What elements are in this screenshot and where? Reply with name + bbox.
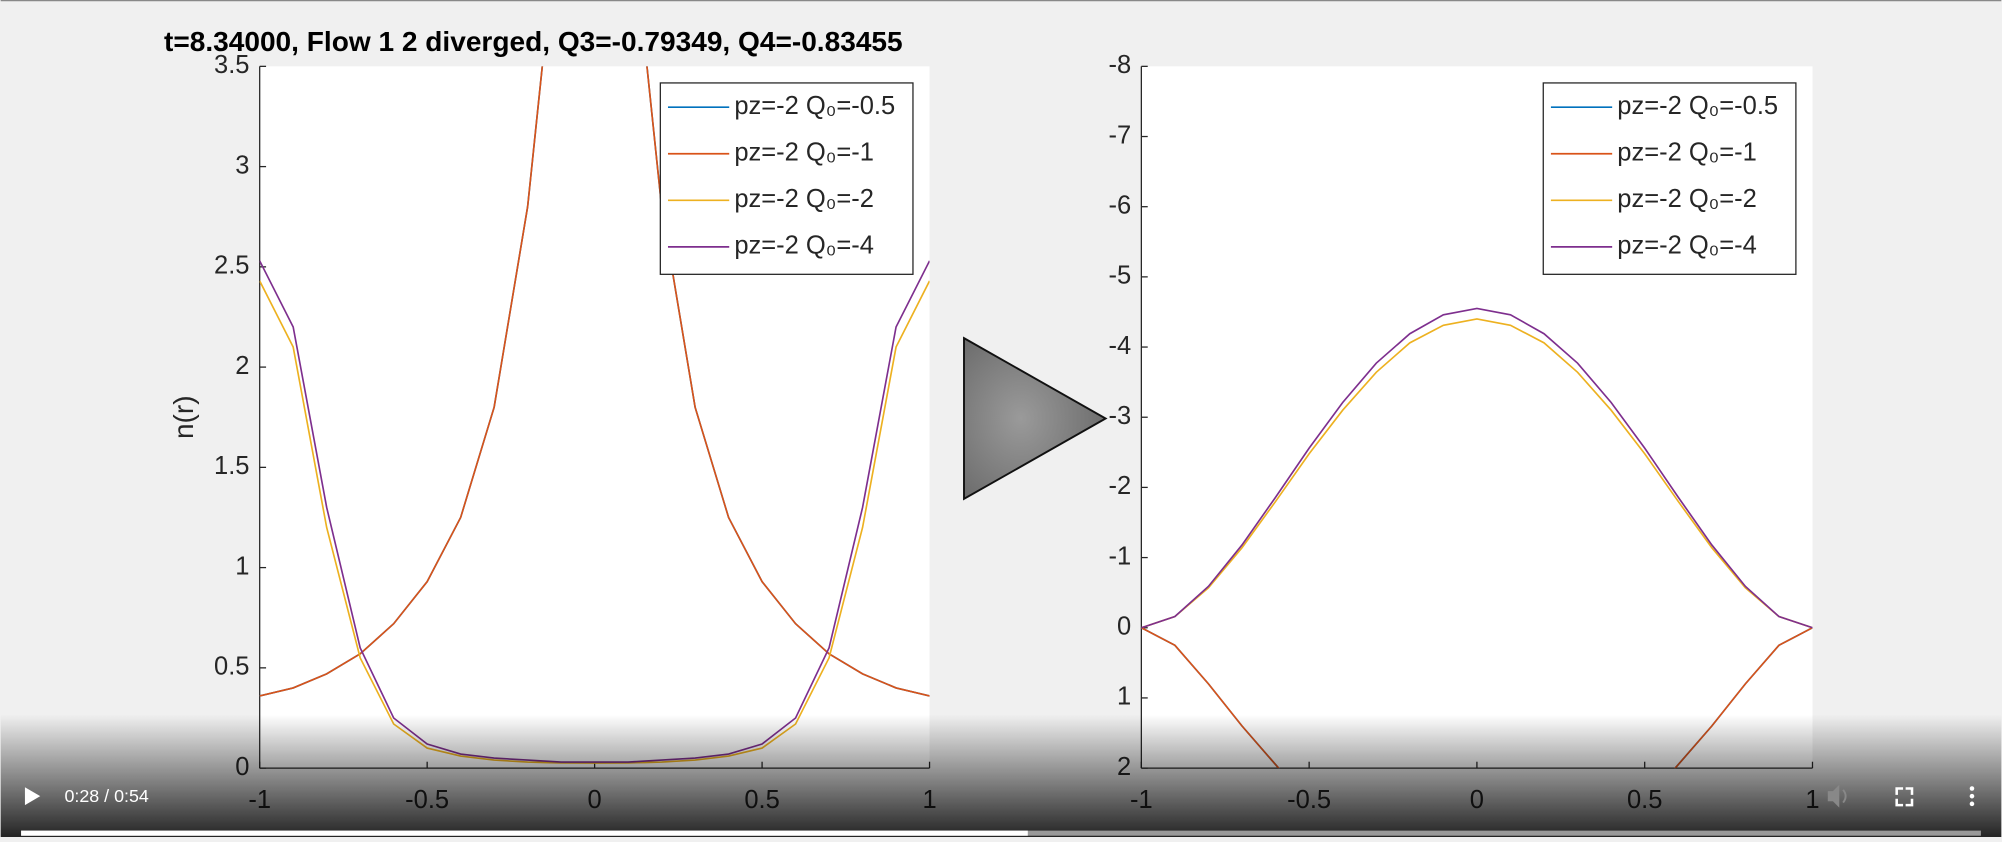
y-tick-label: -3 xyxy=(1108,402,1131,430)
y-tick-label: -8 xyxy=(1108,51,1131,79)
mute-button[interactable] xyxy=(1827,784,1847,808)
series-line xyxy=(1141,627,1813,769)
y-tick-label: 3.5 xyxy=(214,51,249,79)
series-line xyxy=(1141,307,1813,629)
y-tick-label: 2 xyxy=(235,352,249,380)
progress-played xyxy=(21,830,1028,836)
legend-label: pz=-2 Q₀=-1 xyxy=(1617,138,1757,166)
legend-box xyxy=(659,82,914,275)
legend-label: pz=-2 Q₀=-1 xyxy=(734,138,874,166)
y-tick-label: 0 xyxy=(1117,612,1131,640)
legend-label: pz=-2 Q₀=-2 xyxy=(734,185,874,213)
fullscreen-button[interactable] xyxy=(1895,787,1914,807)
series-line xyxy=(259,66,930,697)
legend-box xyxy=(1542,82,1797,275)
charts: 00.511.522.533.5-1-0.500.51t=8.34000, Fl… xyxy=(164,26,1820,814)
series-line xyxy=(1141,318,1813,629)
y-tick-label: 3 xyxy=(235,151,249,179)
y-tick-label: 0.5 xyxy=(214,653,249,681)
y-tick-label: -5 xyxy=(1108,262,1131,290)
y-tick-label: -6 xyxy=(1108,191,1131,219)
y-tick-label: -2 xyxy=(1108,472,1131,500)
y-tick-label: -7 xyxy=(1108,121,1131,149)
chart-title: t=8.34000, Flow 1 2 diverged, Q3=-0.7934… xyxy=(164,26,903,57)
y-tick-label: 1 xyxy=(1117,683,1131,711)
y-axis-label: n(r) xyxy=(168,395,199,439)
legend-label: pz=-2 Q₀=-4 xyxy=(1617,232,1757,260)
legend-label: pz=-2 Q₀=-0.5 xyxy=(734,92,895,120)
chart-panel: 210-1-2-3-4-5-6-7-8-1-0.500.51pz=-2 Q₀=-… xyxy=(1108,51,1819,814)
legend: pz=-2 Q₀=-0.5 pz=-2 Q₀=-1 pz=-2 Q₀=-2 pz=-2… xyxy=(659,82,914,275)
big-play-button[interactable] xyxy=(963,336,1108,501)
y-tick-label: 1 xyxy=(235,552,249,580)
series-group xyxy=(1141,307,1813,769)
legend-label: pz=-2 Q₀=-2 xyxy=(1617,185,1757,213)
chart-panel: 00.511.522.533.5-1-0.500.51t=8.34000, Fl… xyxy=(164,26,937,814)
legend-label: pz=-2 Q₀=-0.5 xyxy=(1617,92,1778,120)
legend: pz=-2 Q₀=-0.5 pz=-2 Q₀=-1 pz=-2 Q₀=-2 pz=-2… xyxy=(1542,82,1797,275)
time-display: 0:28 / 0:54 xyxy=(64,786,148,806)
controls-gradient xyxy=(0,714,2002,837)
menu-button[interactable] xyxy=(1969,786,1975,807)
y-tick-label: -1 xyxy=(1108,542,1131,570)
y-tick-label: 2.5 xyxy=(214,252,249,280)
legend-label: pz=-2 Q₀=-4 xyxy=(734,232,874,260)
y-tick-label: -4 xyxy=(1108,332,1131,360)
y-tick-label: 1.5 xyxy=(214,452,249,480)
play-button[interactable] xyxy=(24,787,41,806)
